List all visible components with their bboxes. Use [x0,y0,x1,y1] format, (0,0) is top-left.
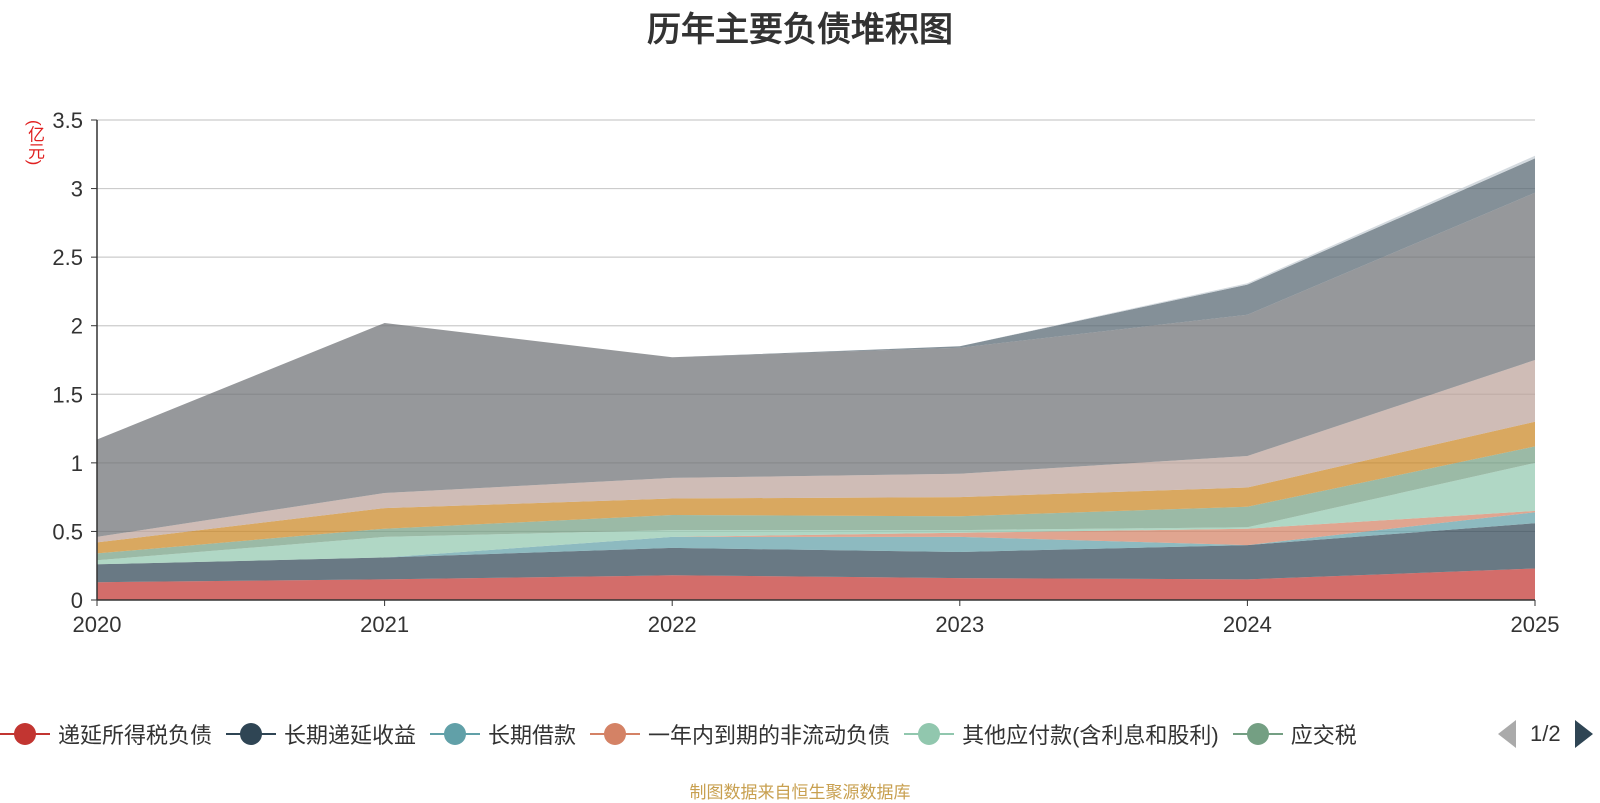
legend-circle-icon [590,722,641,746]
triangle-right-icon[interactable] [1574,720,1593,748]
legend-label: 长期借款 [488,723,577,748]
legend-pager: 1/2 [1498,714,1593,754]
legend-circle-icon [226,722,277,746]
legend-circle-icon [1232,722,1283,746]
y-tick-label: 2.5 [52,245,83,270]
chart-title: 历年主要负债堆积图 [647,11,953,49]
legend-item[interactable]: 递延所得税负债 [0,714,212,754]
y-tick-label: 2 [71,314,83,339]
legend-label: 一年内到期的非流动负债 [648,723,891,748]
legend-label: 其他应付款(含利息和股利) [962,723,1219,748]
y-axis-unit-label: (亿元) [25,120,44,166]
legend-circle-icon [904,722,955,746]
area-应付职工薪酬[interactable] [97,421,1535,554]
y-tick-label: 1.5 [52,382,83,407]
legend-label: 应交税 [1290,723,1357,748]
area-一年内到期的非流动负债[interactable] [97,510,1535,565]
legend-label: 递延所得税负债 [58,723,213,748]
x-tick-label: 2020 [73,612,122,637]
area-应交税费[interactable] [97,446,1535,561]
triangle-left-icon[interactable] [1498,720,1516,748]
x-tick-label: 2025 [1511,612,1560,637]
axes: 0 0.5 1 1.5 2 2.5 3 3.5 2020 2021 2022 2023 2024 2025 [52,108,1559,637]
y-tick-label: 3.5 [52,108,83,133]
stacked-area-chart: 0 0.5 1 1.5 2 2.5 3 3.5 2020 2021 2022 2023 2024 2025 [52,108,1559,637]
area-短期借款[interactable] [97,158,1535,440]
legend-item[interactable]: 长期借款 [430,714,576,754]
area-递延所得税负债[interactable] [97,568,1535,601]
area-series [97,155,1535,601]
legend-item[interactable]: 应交税 [1232,714,1357,754]
y-tick-label: 3 [71,177,83,202]
area-长期借款[interactable] [97,512,1535,565]
legend-label: 长期递延收益 [284,723,417,748]
legend-item[interactable]: 一年内到期的非流动负债 [590,714,890,754]
area-其他应付款(含利息和股利)[interactable] [97,462,1535,565]
legend-page-indicator: 1/2 [1530,721,1561,746]
legend-item[interactable]: 其他应付款(含利息和股利) [904,714,1219,754]
legend: 递延所得税负债 长期递延收益 长期借款 一年内到期的非流动负债 其他应付款(含利息和股利… [0,714,1490,754]
area-长期递延收益[interactable] [97,523,1535,583]
x-tick-label: 2024 [1223,612,1272,637]
x-tick-label: 2023 [935,612,984,637]
x-tick-label: 2022 [648,612,697,637]
source-note: 制图数据来自恒生聚源数据库 [689,783,911,802]
legend-item[interactable]: 长期递延收益 [226,714,416,754]
y-tick-label: 1 [71,451,83,476]
area-应付账款[interactable] [97,192,1535,537]
area-合同负债[interactable] [97,360,1535,543]
y-tick-label: 0.5 [52,519,83,544]
legend-circle-icon [0,722,50,746]
x-tick-label: 2021 [360,612,409,637]
y-tick-label: 0 [71,588,83,613]
legend-circle-icon [430,722,481,746]
